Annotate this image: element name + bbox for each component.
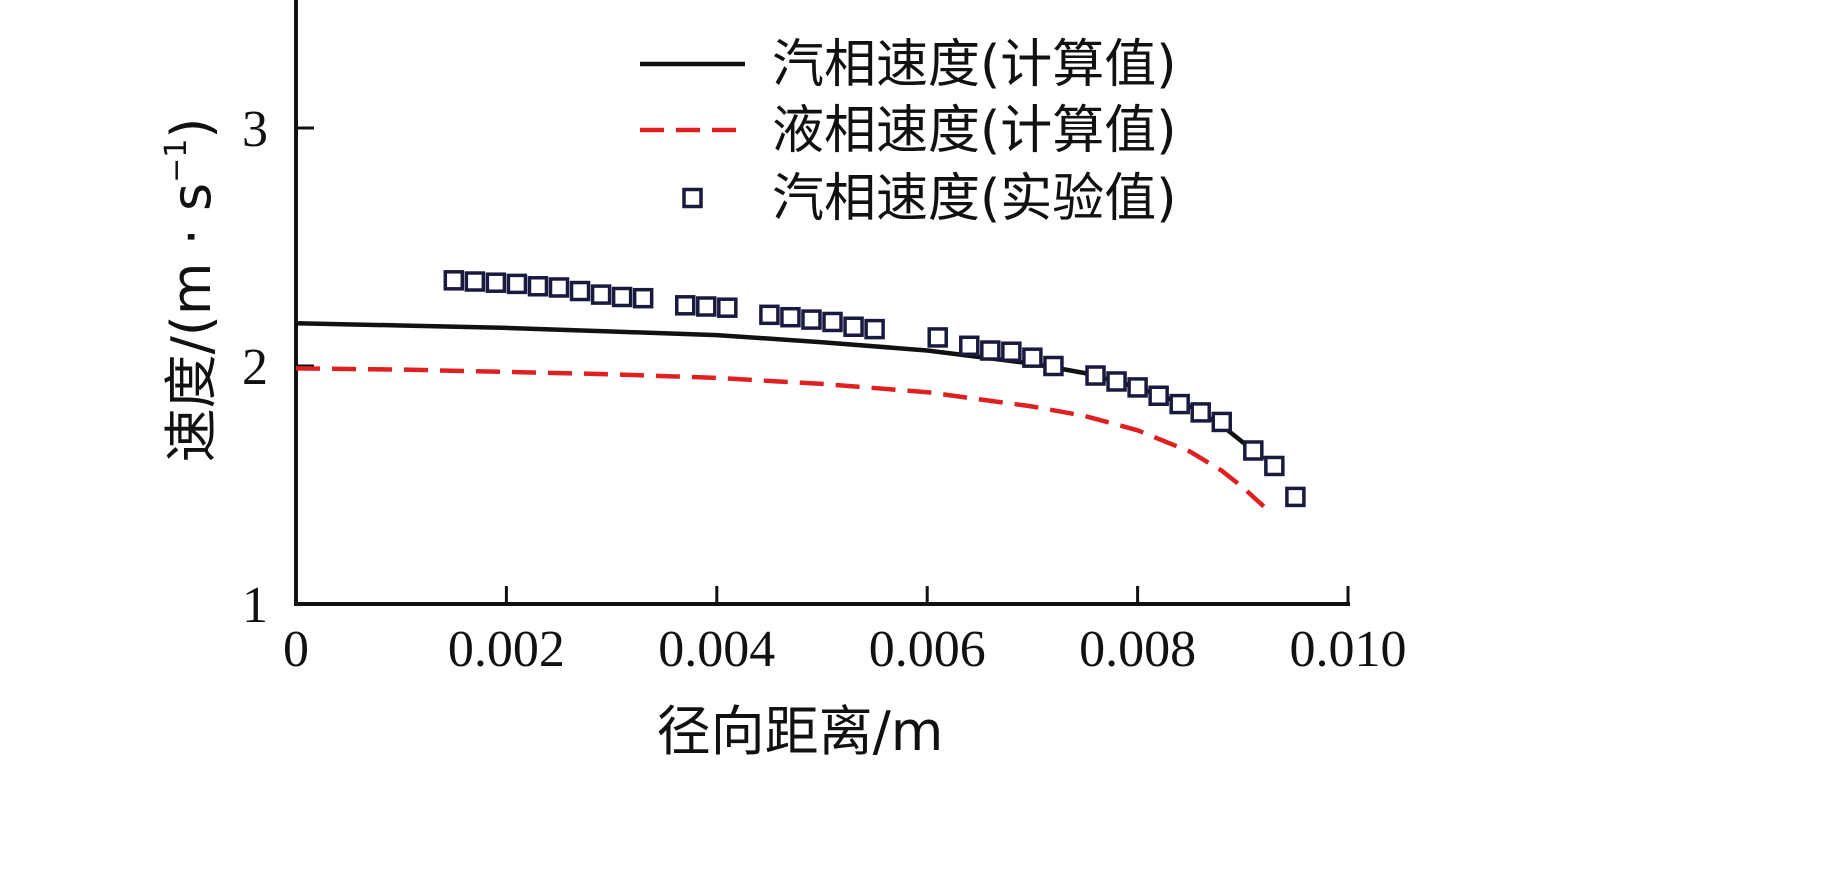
y-tick-label: 2 <box>242 339 268 396</box>
series-line-2 <box>295 366 1266 509</box>
series-layer <box>295 270 1306 509</box>
data-point <box>611 286 633 308</box>
data-point <box>717 297 738 318</box>
x-tick-label: 0.008 <box>1079 621 1196 678</box>
data-point <box>1190 402 1211 423</box>
x-tick-label: 0 <box>283 621 309 678</box>
y-tick-label: 3 <box>242 101 268 158</box>
data-point <box>674 295 696 316</box>
data-point <box>443 270 465 291</box>
data-point <box>1243 440 1264 461</box>
data-point <box>485 272 507 293</box>
data-point <box>759 304 780 326</box>
data-point <box>527 276 549 297</box>
data-point <box>1285 486 1306 508</box>
data-point <box>1264 455 1285 477</box>
y-axis-title-superscript: −1 <box>159 139 194 183</box>
legend: 汽相速度(计算值)液相速度(计算值) 汽相速度(实验值) <box>640 35 1177 229</box>
x-tick-label: 0.002 <box>448 621 565 678</box>
y-axis-title: 速度/(m · s <box>160 183 223 463</box>
x-tick-label: 0.006 <box>869 621 986 678</box>
data-point <box>864 318 885 340</box>
data-point <box>801 309 822 330</box>
data-point <box>1127 377 1148 398</box>
data-point <box>843 316 864 337</box>
data-point <box>1148 385 1169 406</box>
data-point <box>548 277 570 298</box>
x-tick-label: 0.010 <box>1290 621 1407 678</box>
data-point <box>980 340 1001 361</box>
data-point <box>632 287 654 309</box>
y-axis-title-group: 速度/(m · s−1) <box>159 118 223 463</box>
data-point <box>1169 393 1190 415</box>
data-point <box>959 335 980 357</box>
data-point <box>1106 371 1127 392</box>
data-point <box>780 306 801 328</box>
y-axis-title-close: ) <box>160 118 223 139</box>
data-point <box>590 284 612 305</box>
data-point <box>1085 365 1106 386</box>
data-point <box>696 296 717 317</box>
data-point <box>1001 341 1022 362</box>
ticks: 0 0.002 0.004 0.006 0.008 0.010 1 2 3 <box>242 101 1407 678</box>
axes <box>294 0 1350 606</box>
legend-label-1: 汽相速度(计算值) <box>772 35 1177 95</box>
y-tick-label: 1 <box>242 577 268 634</box>
svg-text:速度/(m · s−1): 速度/(m · s−1) <box>159 118 223 463</box>
legend-label-2: 液相速度(计算值) <box>772 101 1177 161</box>
data-point <box>1043 355 1064 377</box>
series-scatter-3 <box>443 270 1306 508</box>
data-point <box>822 311 843 333</box>
data-point <box>927 327 948 348</box>
legend-swatch-3 <box>682 187 703 209</box>
data-point <box>1022 347 1043 368</box>
x-axis-title: 径向距离/m <box>657 700 944 763</box>
data-point <box>464 271 486 292</box>
x-tick-label: 0.004 <box>658 621 775 678</box>
legend-label-3: 汽相速度(实验值) <box>772 169 1177 229</box>
data-point <box>569 280 591 302</box>
data-point <box>506 273 528 295</box>
data-point <box>1211 411 1233 433</box>
